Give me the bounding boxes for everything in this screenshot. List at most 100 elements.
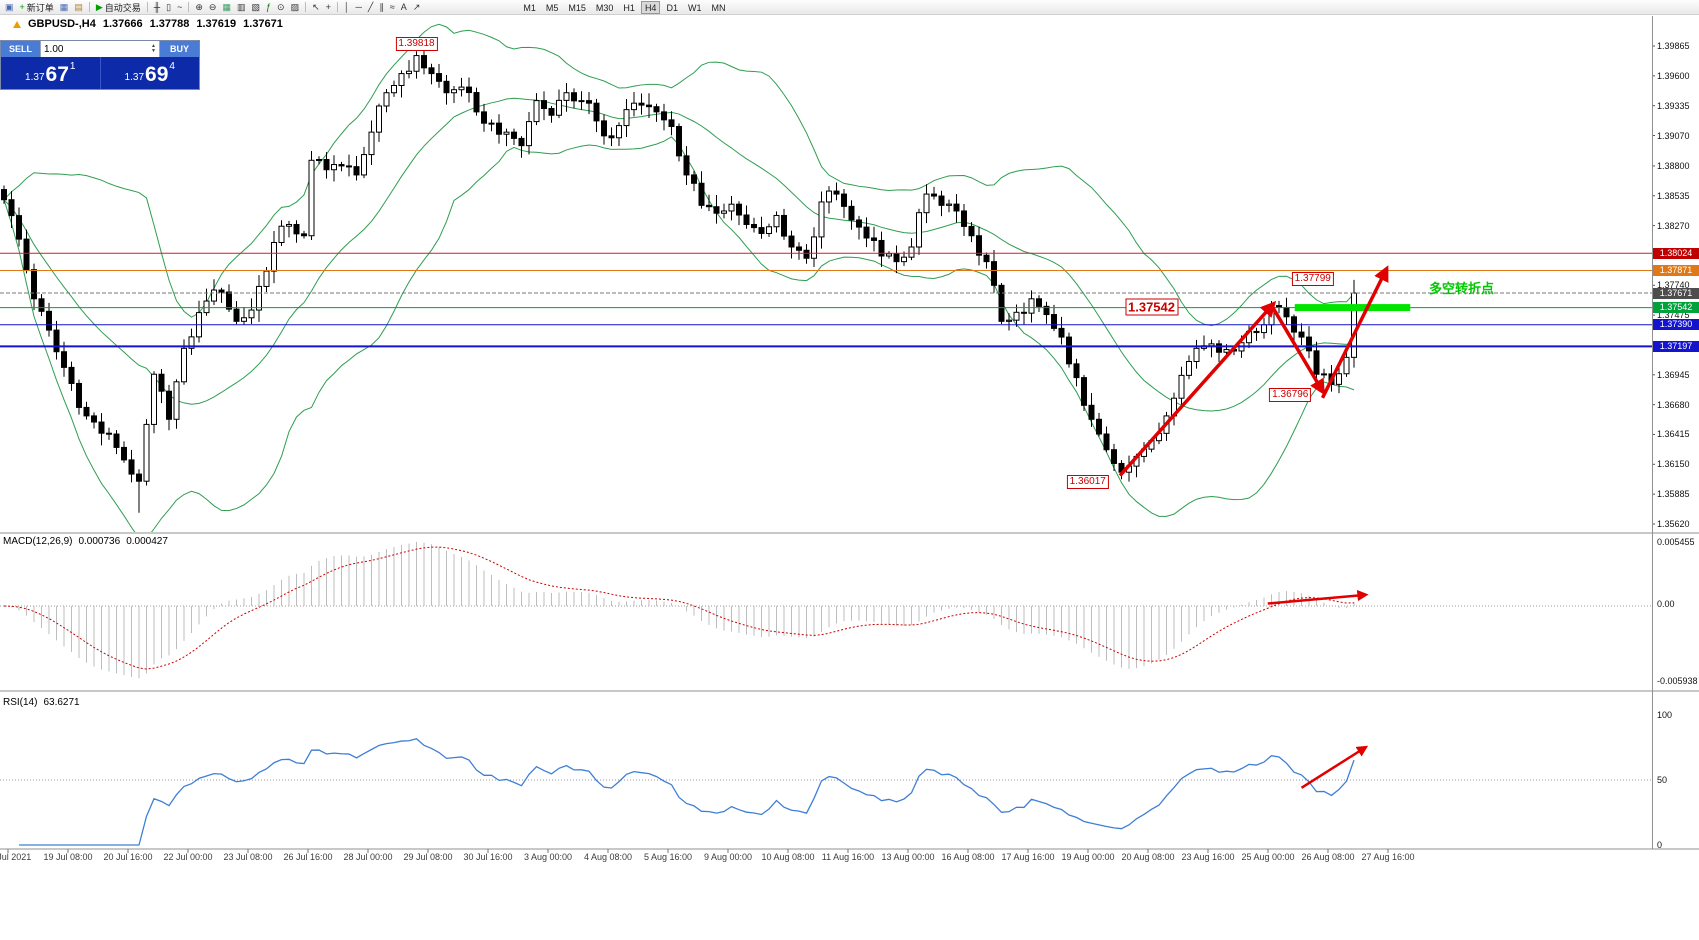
zoom-out-button[interactable]: ⊖ (206, 1, 220, 14)
trade-controls-row: SELL 1.00 ▲ ▼ BUY (1, 41, 199, 57)
autotrading-icon: ▶ (95, 1, 103, 12)
macd-signal-line (3, 546, 1355, 670)
zoom-in-button[interactable]: ⊕ (192, 1, 206, 14)
new-order-button-label: 新订单 (26, 2, 54, 13)
chart-ohlc-header: GBPUSD-,H4 1.37666 1.37788 1.37619 1.376… (13, 18, 283, 30)
sell-price-prefix: 1.37 (25, 72, 45, 83)
strategy-tester-button[interactable]: ▧ (249, 1, 264, 14)
new-order-icon: + (19, 1, 25, 12)
sell-price-pips: 67 (45, 63, 69, 86)
symbol-period: GBPUSD-,H4 (28, 18, 96, 30)
macd-indicator-header: MACD(12,26,9) 0.000736 0.000427 (3, 536, 168, 547)
trend-arrow-1[interactable] (1118, 300, 1277, 477)
macd-signal-value: 0.000427 (126, 536, 168, 547)
timeframe-w1-button[interactable]: W1 (687, 2, 702, 13)
low-value: 1.37619 (196, 18, 237, 30)
horizontal-line-icon: ─ (355, 1, 362, 12)
trend-arrow-3[interactable] (1320, 265, 1389, 399)
volume-stepper[interactable]: ▲ ▼ (151, 44, 156, 54)
line-chart-icon: ~ (177, 1, 183, 12)
volume-input[interactable]: 1.00 ▲ ▼ (40, 41, 160, 57)
high-value: 1.37788 (149, 18, 190, 30)
rsi-line (19, 737, 1355, 846)
templates-icon: ▨ (290, 1, 300, 12)
bollinger-bands (3, 23, 1355, 532)
macd-trend-arrow[interactable] (1267, 589, 1369, 605)
macd-main-value: 0.000736 (78, 536, 121, 547)
tile-windows-button[interactable]: ▦ (219, 1, 234, 14)
close-value: 1.37671 (243, 18, 283, 30)
sell-price-display[interactable]: 1.37 67 1 (1, 57, 100, 89)
toolbar-separator (88, 2, 90, 12)
line-chart-button[interactable]: ~ (174, 1, 185, 14)
timeframe-m5-button[interactable]: M5 (545, 2, 559, 13)
macd-histogram (11, 542, 1355, 679)
charts-button[interactable]: ▦ (57, 1, 72, 14)
open-value: 1.37666 (102, 18, 143, 30)
period-dropdown-icon: ⊙ (277, 1, 285, 12)
period-dropdown-button[interactable]: ⊙ (274, 1, 288, 14)
stepper-down-icon[interactable]: ▼ (151, 48, 156, 54)
buy-button[interactable]: BUY (160, 41, 199, 57)
candlestick-chart-button[interactable]: ▯ (163, 1, 174, 14)
timeframe-h1-button[interactable]: H1 (623, 2, 635, 13)
timeframe-m1-button[interactable]: M1 (523, 2, 536, 13)
one-click-trading-panel: SELL 1.00 ▲ ▼ BUY 1.37 67 1 1.37 69 4 (0, 40, 200, 90)
timeframe-m15-button[interactable]: M15 (568, 2, 586, 13)
rsi-value: 63.6271 (43, 697, 80, 708)
text-button[interactable]: A (398, 1, 410, 14)
crosshair-button[interactable]: + (323, 1, 334, 14)
timeframe-m30-button[interactable]: M30 (595, 2, 614, 13)
data-window-button[interactable]: ▥ (234, 1, 249, 14)
rsi-label: RSI(14) (3, 697, 38, 708)
profiles-button[interactable]: ▤ (71, 1, 86, 14)
toolbar-separator (146, 2, 148, 12)
new-order-button[interactable]: + 新订单 (17, 1, 57, 14)
vertical-line-button[interactable]: │ (341, 1, 353, 14)
cursor-icon: ↖ (312, 1, 320, 12)
window-icon-icon: ▣ (5, 1, 14, 12)
autotrading-button[interactable]: ▶ 自动交易 (93, 1, 144, 14)
tile-windows-icon: ▦ (222, 1, 231, 12)
sell-price-point: 1 (69, 61, 76, 72)
toolbar-separator (188, 2, 190, 12)
data-window-icon: ▥ (236, 1, 246, 12)
candlestick-chart-icon: ▯ (166, 1, 172, 12)
stepper-up-icon[interactable]: ▲ (151, 43, 156, 49)
vertical-line-icon: │ (343, 1, 350, 12)
rsi-trend-arrow[interactable] (1300, 745, 1369, 789)
timeframe-mn-button[interactable]: MN (711, 2, 726, 13)
horizontal-line-button[interactable]: ─ (353, 1, 365, 14)
green-highlight-bar[interactable] (1294, 304, 1411, 312)
bar-chart-button[interactable]: ╫ (151, 1, 163, 14)
bar-chart-icon: ╫ (153, 1, 161, 12)
timeframe-h4-button[interactable]: H4 (640, 0, 661, 14)
buy-price-prefix: 1.37 (124, 72, 145, 83)
zoom-out-icon: ⊖ (208, 1, 217, 12)
arrows-icon: ↗ (412, 1, 421, 12)
trend-arrow-2[interactable] (1271, 306, 1325, 396)
charts-icon: ▦ (59, 1, 69, 12)
sell-button[interactable]: SELL (1, 41, 40, 57)
zoom-in-icon: ⊕ (195, 1, 203, 12)
rsi-indicator-header: RSI(14) 63.6271 (3, 697, 80, 708)
buy-price-display[interactable]: 1.37 69 4 (99, 57, 200, 89)
strategy-tester-icon: ▧ (251, 1, 261, 12)
indicators-icon: ƒ (266, 1, 272, 12)
equidistant-channel-button[interactable]: ∥ (376, 1, 387, 14)
macd-label: MACD(12,26,9) (3, 536, 73, 547)
horizontal-level-lines (0, 252, 1652, 348)
buy-price-pips: 69 (145, 63, 169, 86)
templates-button[interactable]: ▨ (288, 1, 303, 14)
arrows-button[interactable]: ↗ (410, 1, 424, 14)
fibonacci-icon: ≈ (389, 1, 395, 12)
trendline-button[interactable]: ╱ (365, 1, 376, 14)
timeframe-d1-button[interactable]: D1 (666, 2, 678, 13)
text-icon: A (400, 1, 407, 12)
fibonacci-button[interactable]: ≈ (387, 1, 398, 14)
window-icon-button[interactable]: ▣ (2, 1, 17, 14)
indicators-button[interactable]: ƒ (263, 1, 274, 14)
profiles-icon: ▤ (74, 1, 83, 12)
cursor-button[interactable]: ↖ (309, 1, 323, 14)
